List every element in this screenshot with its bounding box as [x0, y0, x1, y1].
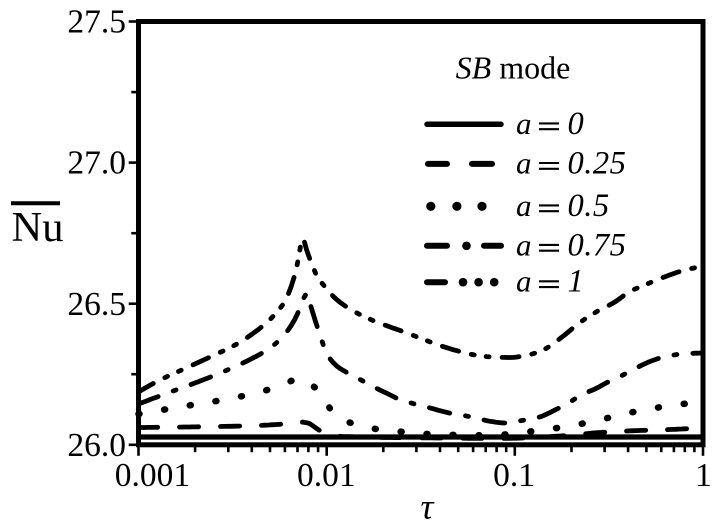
svg-text:0.1: 0.1 [493, 457, 535, 494]
svg-text:a: a [516, 145, 532, 180]
svg-text:τ: τ [421, 487, 435, 526]
svg-text:0: 0 [568, 106, 585, 142]
svg-text:0.75: 0.75 [568, 227, 627, 263]
svg-text:27.0: 27.0 [67, 145, 126, 182]
svg-text:26.0: 26.0 [67, 427, 126, 464]
svg-text:a: a [516, 188, 532, 223]
svg-text:1: 1 [695, 457, 712, 494]
svg-text:Nu: Nu [12, 204, 64, 251]
svg-text:a: a [516, 227, 532, 262]
svg-text:27.5: 27.5 [67, 4, 126, 41]
svg-text:0.001: 0.001 [115, 457, 190, 494]
svg-text:0.01: 0.01 [297, 457, 356, 494]
svg-text:1: 1 [568, 264, 585, 300]
svg-text:26.5: 26.5 [67, 286, 126, 323]
svg-text:a: a [516, 264, 532, 299]
svg-text:0.5: 0.5 [568, 188, 610, 224]
svg-text:a: a [516, 106, 532, 141]
svg-text:SB mode: SB mode [456, 50, 571, 86]
svg-text:0.25: 0.25 [568, 145, 627, 181]
